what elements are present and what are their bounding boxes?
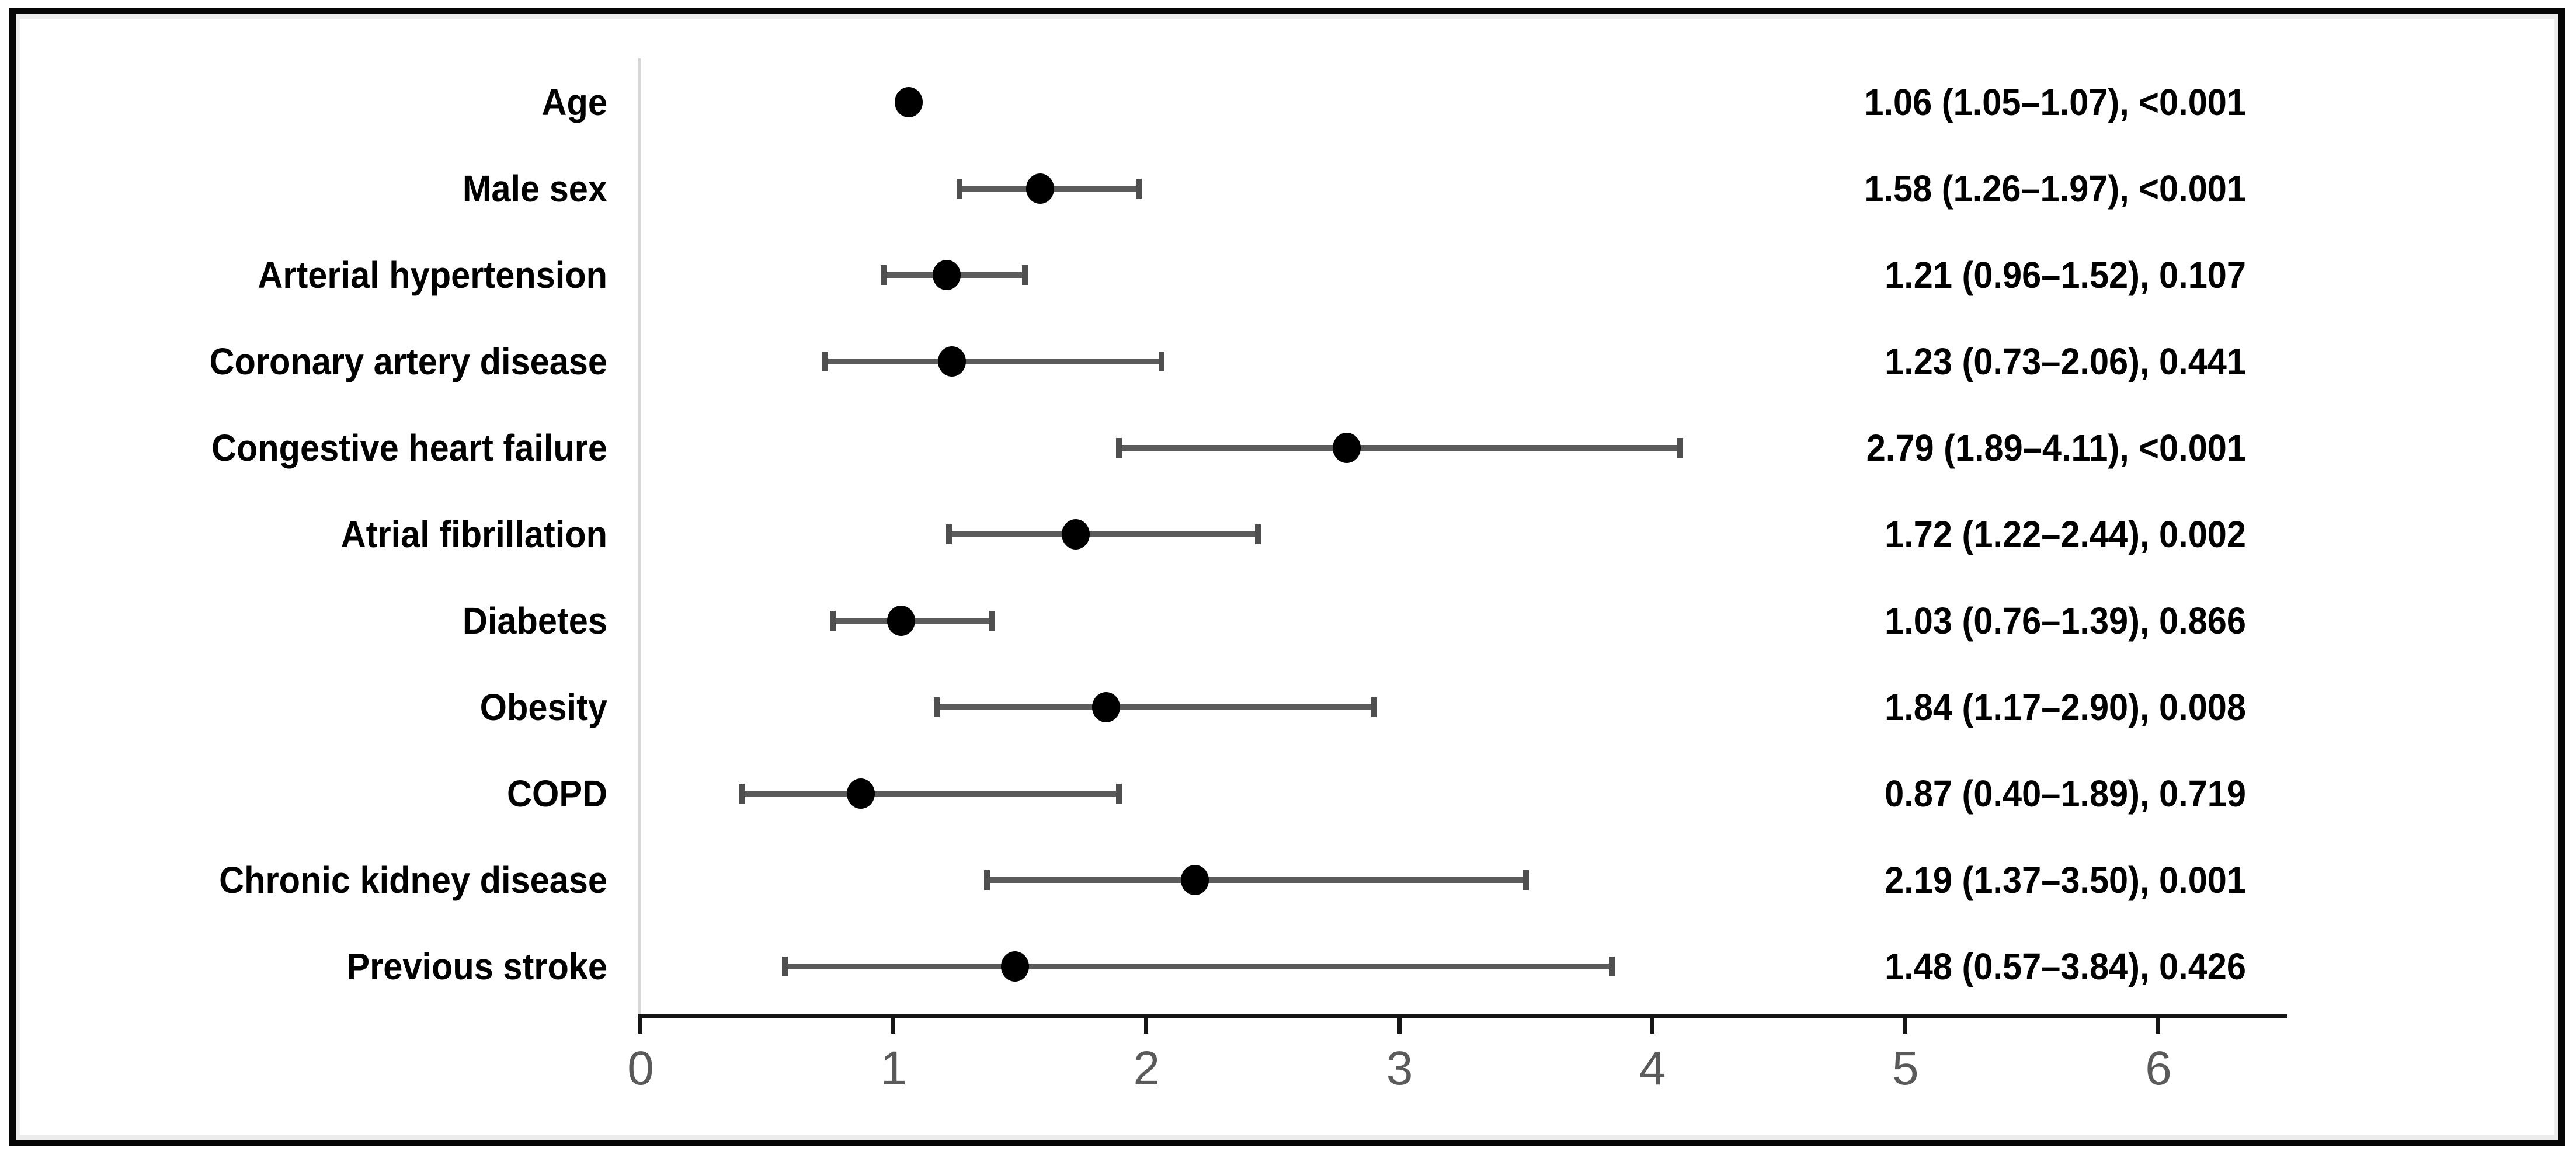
ci-cap-left bbox=[739, 784, 745, 804]
x-tick bbox=[638, 1017, 642, 1034]
estimate-marker bbox=[937, 346, 966, 377]
x-tick bbox=[1397, 1017, 1402, 1034]
ci-cap-left bbox=[956, 179, 962, 199]
row-value: 1.21 (0.96–1.52), 0.107 bbox=[1885, 254, 2246, 296]
x-tick-label: 6 bbox=[2145, 1042, 2172, 1095]
ci-cap-right bbox=[989, 611, 996, 631]
ci-cap-left bbox=[781, 957, 788, 976]
row-value: 0.87 (0.40–1.89), 0.719 bbox=[1885, 773, 2246, 815]
estimate-marker bbox=[1180, 865, 1209, 895]
row-label: Diabetes bbox=[462, 600, 607, 642]
estimate-marker bbox=[1026, 173, 1055, 204]
x-tick bbox=[1650, 1017, 1654, 1034]
ci-cap-right bbox=[1136, 179, 1142, 199]
row-label: COPD bbox=[507, 773, 607, 815]
ci-cap-right bbox=[1677, 438, 1684, 458]
row-value: 1.23 (0.73–2.06), 0.441 bbox=[1885, 340, 2246, 382]
ci-cap-right bbox=[1523, 870, 1529, 890]
x-tick-label: 5 bbox=[1892, 1042, 1919, 1095]
ci-cap-left bbox=[822, 352, 829, 371]
ci-bar bbox=[949, 531, 1258, 537]
ci-cap-left bbox=[933, 697, 940, 717]
row-value: 2.79 (1.89–4.11), <0.001 bbox=[1866, 427, 2246, 469]
estimate-marker bbox=[887, 606, 916, 636]
ci-bar bbox=[987, 877, 1527, 883]
zero-reference-line bbox=[638, 58, 641, 1017]
ci-cap-right bbox=[1371, 697, 1378, 717]
estimate-marker bbox=[895, 87, 923, 117]
row-label: Age bbox=[541, 81, 607, 123]
x-tick bbox=[891, 1017, 896, 1034]
row-value: 1.03 (0.76–1.39), 0.866 bbox=[1885, 600, 2246, 642]
figure-frame bbox=[9, 8, 2565, 1146]
ci-bar bbox=[936, 704, 1375, 710]
ci-cap-left bbox=[830, 611, 836, 631]
ci-cap-right bbox=[1254, 524, 1261, 544]
ci-cap-left bbox=[1115, 438, 1122, 458]
ci-cap-right bbox=[1609, 957, 1615, 976]
ci-bar bbox=[784, 964, 1612, 969]
ci-cap-right bbox=[1022, 265, 1028, 285]
row-value: 1.58 (1.26–1.97), <0.001 bbox=[1864, 168, 2246, 210]
ci-bar bbox=[1118, 445, 1681, 451]
x-tick-label: 1 bbox=[880, 1042, 907, 1095]
ci-bar bbox=[825, 359, 1162, 364]
row-value: 1.06 (1.05–1.07), <0.001 bbox=[1864, 81, 2246, 123]
estimate-marker bbox=[1062, 519, 1090, 550]
estimate-marker bbox=[846, 778, 875, 809]
ci-bar bbox=[742, 791, 1119, 797]
x-tick bbox=[2156, 1017, 2161, 1034]
row-value: 1.84 (1.17–2.90), 0.008 bbox=[1885, 686, 2246, 728]
row-label: Male sex bbox=[462, 168, 607, 210]
ci-cap-right bbox=[1159, 352, 1165, 371]
ci-cap-left bbox=[880, 265, 887, 285]
x-tick-label: 3 bbox=[1386, 1042, 1413, 1095]
row-value: 2.19 (1.37–3.50), 0.001 bbox=[1885, 859, 2246, 901]
estimate-marker bbox=[933, 260, 961, 290]
x-tick bbox=[1903, 1017, 1907, 1034]
x-tick-label: 2 bbox=[1133, 1042, 1160, 1095]
row-label: Atrial fibrillation bbox=[340, 513, 607, 555]
row-label: Previous stroke bbox=[346, 945, 607, 987]
row-value: 1.48 (0.57–3.84), 0.426 bbox=[1885, 945, 2246, 987]
estimate-marker bbox=[1001, 951, 1030, 982]
estimate-marker bbox=[1092, 692, 1121, 722]
row-label: Obesity bbox=[479, 686, 607, 728]
x-tick-label: 4 bbox=[1639, 1042, 1666, 1095]
row-label: Coronary artery disease bbox=[209, 340, 607, 382]
ci-cap-left bbox=[984, 870, 990, 890]
estimate-marker bbox=[1332, 433, 1361, 463]
row-value: 1.72 (1.22–2.44), 0.002 bbox=[1885, 513, 2246, 555]
x-axis-line bbox=[638, 1014, 2287, 1018]
x-tick-label: 0 bbox=[627, 1042, 654, 1095]
ci-cap-right bbox=[1115, 784, 1122, 804]
x-tick bbox=[1144, 1017, 1149, 1034]
row-label: Chronic kidney disease bbox=[219, 859, 607, 901]
row-label: Arterial hypertension bbox=[258, 254, 607, 296]
ci-cap-left bbox=[946, 524, 952, 544]
row-label: Congestive heart failure bbox=[211, 427, 607, 469]
